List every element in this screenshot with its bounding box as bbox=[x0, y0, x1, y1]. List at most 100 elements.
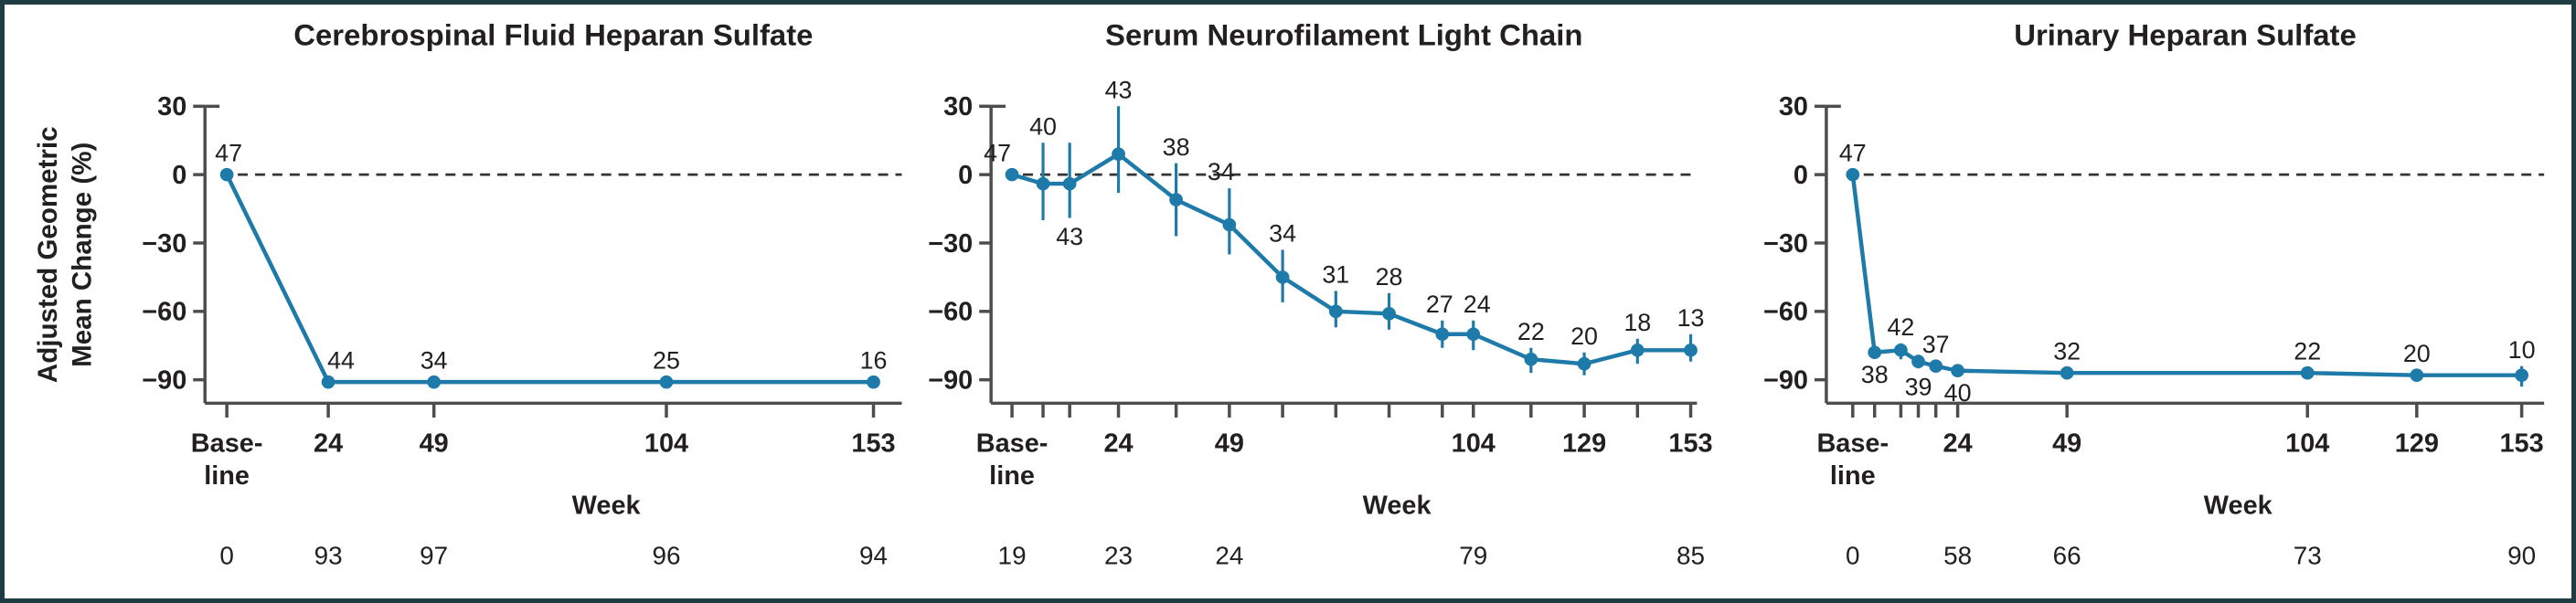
y-tick-label: 30 bbox=[1779, 92, 1808, 122]
n-label: 16 bbox=[860, 347, 888, 375]
n-label: 34 bbox=[420, 347, 448, 375]
data-point bbox=[1577, 356, 1591, 371]
n-label: 10 bbox=[2508, 336, 2536, 364]
x-label-baseline: Base- bbox=[191, 429, 263, 459]
data-point bbox=[1112, 147, 1125, 161]
bottom-row-value: 79 bbox=[1459, 542, 1487, 570]
n-label: 43 bbox=[1056, 223, 1083, 250]
y-tick-label: −60 bbox=[928, 298, 973, 327]
data-point bbox=[321, 375, 335, 389]
n-label: 43 bbox=[1105, 77, 1133, 104]
y-tick-label: 30 bbox=[157, 92, 186, 122]
n-label: 42 bbox=[1887, 313, 1914, 341]
data-point bbox=[1169, 193, 1183, 206]
y-tick-label: −90 bbox=[928, 366, 973, 396]
bottom-row-value: 93 bbox=[314, 542, 343, 570]
y-tick-label: 0 bbox=[958, 161, 973, 190]
y-axis-title: Adjusted Geometric bbox=[33, 126, 63, 383]
n-label: 18 bbox=[1623, 309, 1651, 336]
n-label: 38 bbox=[1861, 361, 1889, 388]
n-label: 27 bbox=[1426, 291, 1453, 318]
bottom-row-value: 23 bbox=[1104, 542, 1133, 570]
x-tick-label: 129 bbox=[1562, 429, 1606, 459]
n-label: 28 bbox=[1376, 263, 1403, 291]
x-tick-label: 49 bbox=[2052, 429, 2081, 459]
x-axis-title: Week bbox=[1363, 492, 1432, 521]
n-label: 13 bbox=[1677, 304, 1705, 332]
x-tick-label: 129 bbox=[2395, 429, 2439, 459]
x-tick-label: 104 bbox=[1452, 429, 1496, 459]
x-axis-title: Week bbox=[2204, 492, 2273, 521]
x-tick-label: 24 bbox=[1943, 429, 1973, 459]
y-tick-label: −60 bbox=[1763, 298, 1808, 327]
n-label: 34 bbox=[1208, 158, 1235, 185]
data-point bbox=[2515, 368, 2528, 382]
x-tick-label: 24 bbox=[1103, 429, 1133, 459]
y-tick-label: 0 bbox=[172, 161, 186, 190]
y-tick-label: 30 bbox=[943, 92, 973, 122]
n-label: 40 bbox=[1029, 112, 1057, 140]
n-label: 20 bbox=[2403, 340, 2431, 367]
data-line bbox=[224, 172, 876, 385]
n-label: 32 bbox=[2053, 338, 2081, 365]
x-tick-label: 104 bbox=[2285, 429, 2329, 459]
data-point bbox=[427, 375, 442, 389]
x-tick-label: 24 bbox=[314, 429, 343, 459]
data-point bbox=[1062, 176, 1077, 191]
y-tick-label: −30 bbox=[142, 229, 186, 259]
y-tick-label: −90 bbox=[1763, 366, 1808, 396]
n-label: 44 bbox=[327, 347, 355, 375]
data-point bbox=[1868, 345, 1882, 360]
panel-title: Serum Neurofilament Light Chain bbox=[1105, 17, 1582, 51]
data-point bbox=[659, 375, 674, 389]
n-label: 31 bbox=[1322, 261, 1349, 289]
bottom-row-value: 66 bbox=[2053, 542, 2081, 570]
n-label: 25 bbox=[653, 347, 680, 375]
n-label: 20 bbox=[1570, 323, 1598, 350]
data-point bbox=[1630, 343, 1645, 357]
bottom-row-value: 85 bbox=[1677, 542, 1705, 570]
y-tick-label: 0 bbox=[1794, 161, 1808, 190]
bottom-row-value: 94 bbox=[859, 542, 888, 570]
data-point bbox=[1275, 270, 1290, 284]
data-point bbox=[1328, 304, 1343, 319]
data-point bbox=[1911, 354, 1925, 369]
bottom-row-value: 97 bbox=[420, 542, 448, 570]
panel-title: Urinary Heparan Sulfate bbox=[2014, 17, 2357, 51]
n-label: 47 bbox=[984, 140, 1011, 167]
chart-panel: Urinary Heparan Sulfate 30 0 −30 −60 −90 Base-… bbox=[1763, 17, 2545, 570]
n-label: 39 bbox=[1905, 374, 1932, 401]
y-tick-label: −30 bbox=[1763, 229, 1808, 259]
n-label: 24 bbox=[1464, 291, 1491, 318]
n-label: 22 bbox=[2294, 338, 2321, 365]
x-tick-label: 49 bbox=[1215, 429, 1244, 459]
n-label: 37 bbox=[1922, 331, 1950, 358]
x-label-baseline: line bbox=[989, 461, 1035, 491]
data-point bbox=[1222, 217, 1237, 232]
chart-panel: Cerebrospinal Fluid Heparan Sulfate 30 0 −3… bbox=[33, 17, 902, 570]
data-point bbox=[1894, 343, 1908, 357]
x-label-baseline: Base- bbox=[976, 429, 1048, 459]
data-line bbox=[1850, 172, 2524, 377]
x-label-baseline: line bbox=[204, 461, 250, 491]
x-label-baseline: line bbox=[1830, 461, 1876, 491]
bottom-row-value: 58 bbox=[1943, 542, 1972, 570]
n-label: 38 bbox=[1163, 133, 1190, 161]
data-point bbox=[1951, 364, 1964, 377]
x-tick-label: 153 bbox=[2499, 429, 2543, 459]
bottom-row-value: 0 bbox=[1846, 542, 1860, 570]
data-point bbox=[2300, 365, 2315, 380]
data-point bbox=[1684, 343, 1698, 357]
y-axis-title: Mean Change (%) bbox=[68, 143, 98, 367]
bottom-row-value: 19 bbox=[998, 542, 1027, 570]
y-tick-label: −30 bbox=[928, 229, 973, 259]
bottom-row-value: 90 bbox=[2507, 542, 2536, 570]
x-axis-title: Week bbox=[572, 492, 641, 521]
data-point bbox=[1524, 352, 1538, 366]
x-label-baseline: Base- bbox=[1816, 429, 1889, 459]
bottom-row-value: 0 bbox=[219, 542, 234, 570]
data-point bbox=[1846, 167, 1860, 182]
x-tick-label: 104 bbox=[644, 429, 688, 459]
data-point bbox=[1005, 167, 1019, 182]
